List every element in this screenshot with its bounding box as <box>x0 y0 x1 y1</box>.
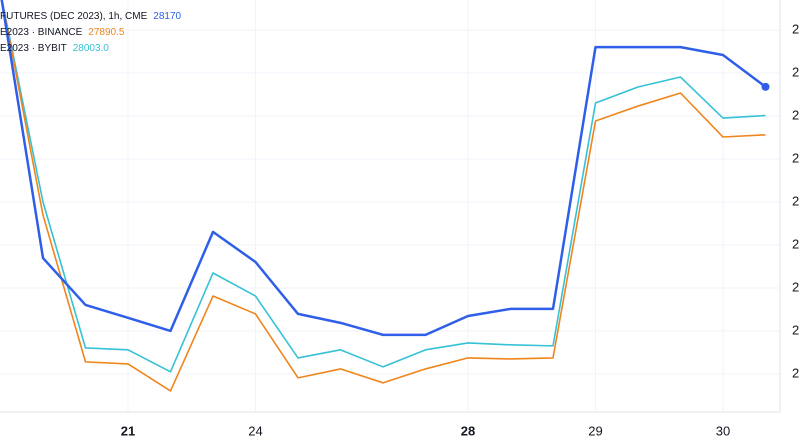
legend-name: E2023 · BYBIT <box>0 43 67 54</box>
x-tick-label: 30 <box>716 423 730 438</box>
series-line <box>1 0 766 373</box>
y-tick-label: 2 <box>792 279 799 294</box>
y-tick-label: 2 <box>792 64 799 79</box>
legend-value: 28003.0 <box>73 43 110 54</box>
y-tick-label: 2 <box>792 236 799 251</box>
y-tick-label: 2 <box>792 193 799 208</box>
legend-entry: E2023 · BYBIT 28003.0 <box>0 43 109 54</box>
y-tick-label: 2 <box>792 107 799 122</box>
grid <box>0 0 780 412</box>
x-tick-label: 21 <box>121 423 135 438</box>
x-tick-label: 28 <box>461 423 475 438</box>
legend-value: 27890.5 <box>88 27 125 38</box>
legend-name: FUTURES (DEC 2023), 1h, CME <box>0 11 148 22</box>
x-tick-label: 29 <box>588 423 602 438</box>
legend: FUTURES (DEC 2023), 1h, CME 28170 E2023 · … <box>0 11 182 54</box>
y-tick-label: 2 <box>792 150 799 165</box>
y-tick-label: 2 <box>792 322 799 337</box>
plot-area <box>0 0 770 392</box>
last-point <box>761 82 770 91</box>
legend-name: E2023 · BINANCE <box>0 27 83 38</box>
legend-entry: E2023 · BINANCE 27890.5 <box>0 27 125 38</box>
y-tick-label: 2 <box>792 365 799 380</box>
series-line <box>0 0 767 337</box>
axis-labels: 2 2 2 2 2 2 2 2 2 21 24 28 29 30 <box>121 22 799 439</box>
x-tick-label: 24 <box>248 423 262 438</box>
series-line <box>1 0 766 392</box>
y-tick-label: 2 <box>792 22 799 37</box>
legend-value: 28170 <box>153 11 181 22</box>
legend-entry: FUTURES (DEC 2023), 1h, CME 28170 <box>0 11 182 22</box>
